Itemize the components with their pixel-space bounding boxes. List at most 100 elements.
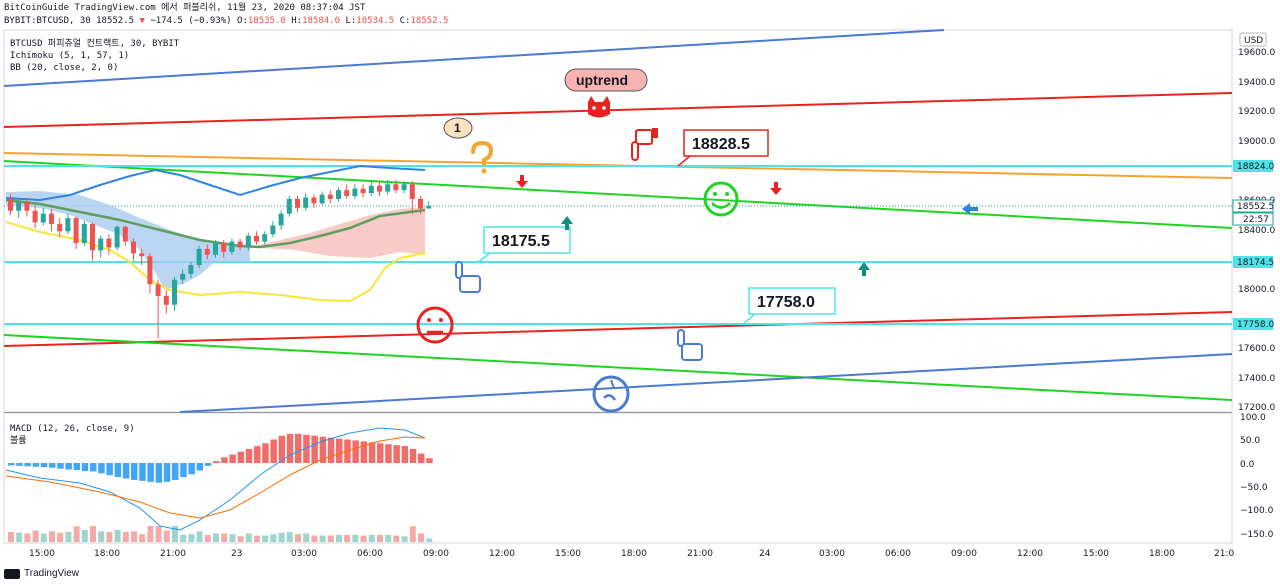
volume-bar xyxy=(418,533,424,542)
chart-legend: BTCUSD 퍼피츄얼 컨트랙트, 30, BYBIT Ichimoku (5,… xyxy=(10,38,179,74)
candle-body xyxy=(319,194,325,204)
low-value: 18534.5 xyxy=(356,16,395,26)
green-line-upper xyxy=(3,160,1233,229)
macd-hist-bar xyxy=(319,436,327,463)
candle-body xyxy=(81,223,87,244)
volume-bar xyxy=(327,535,334,542)
volume-bar xyxy=(131,531,137,542)
candle xyxy=(57,218,63,238)
macd-hist-bar xyxy=(147,463,154,482)
candle-body xyxy=(344,190,350,197)
uptrend-bubble xyxy=(564,68,648,92)
macd-hist-bar xyxy=(368,442,376,463)
candle xyxy=(221,240,227,258)
volume-bar xyxy=(114,529,121,542)
candle xyxy=(114,225,120,251)
macd-hist-bar xyxy=(385,444,392,463)
ohlc-line: BYBIT:BTCUSD, 30 18552.5 ▼ −174.5 (−0.93… xyxy=(4,16,448,27)
macd-tick-100: 100.0 xyxy=(1240,413,1266,423)
candle-body xyxy=(40,213,46,223)
arrow-down-red-icon xyxy=(770,182,782,195)
macd-hist-bar xyxy=(286,433,294,463)
label-18828-pointer xyxy=(677,155,691,167)
label-17758-callout[interactable]: 17758.0 xyxy=(742,287,836,325)
volume-bar xyxy=(65,532,72,542)
candle-body xyxy=(57,223,63,232)
macd-hist-bar xyxy=(401,446,409,463)
macd-tick-m150: −150.0 xyxy=(1240,530,1274,540)
macd-tick-50: 50.0 xyxy=(1240,436,1260,446)
candle-body xyxy=(352,188,358,197)
label-18828-callout[interactable]: 18828.5 xyxy=(677,129,769,167)
macd-axis[interactable]: 100.0 50.0 0.0 −50.0 −100.0 −150.0 xyxy=(1240,413,1274,540)
candle-body xyxy=(172,279,177,305)
volume-bar xyxy=(311,535,318,542)
macd-pane[interactable] xyxy=(3,412,1233,544)
macd-hist-bar xyxy=(409,448,417,463)
candle-body xyxy=(65,218,71,232)
candle xyxy=(336,187,341,202)
label-18175-callout[interactable]: 18175.5 xyxy=(477,226,571,263)
macd-hist-bar xyxy=(114,463,122,478)
candle xyxy=(368,181,374,197)
legend-volume[interactable]: 볼륨 xyxy=(10,436,27,446)
volume-bar xyxy=(245,533,252,542)
macd-hist-bar xyxy=(180,463,187,478)
candle xyxy=(262,231,268,245)
green-line-lower xyxy=(3,334,1233,401)
footer: TradingView xyxy=(4,568,79,579)
candle-body xyxy=(286,198,292,214)
candle xyxy=(295,196,300,213)
red-channel-bottom xyxy=(3,311,1233,347)
legend-ichimoku[interactable]: Ichimoku (5, 1, 57, 1) xyxy=(10,51,130,61)
footer-brand: TradingView xyxy=(24,568,80,579)
candle xyxy=(155,279,161,339)
one-callout[interactable]: 1 xyxy=(443,117,473,139)
candle xyxy=(344,184,350,199)
candle xyxy=(245,232,251,251)
volume-bar xyxy=(409,526,416,542)
candle xyxy=(426,201,432,209)
badge-countdown-text: 22:57 xyxy=(1243,215,1269,225)
candle-body xyxy=(368,185,374,194)
macd-hist-bar xyxy=(40,463,48,468)
volume-bar xyxy=(221,533,228,542)
macd-hist-bar xyxy=(24,463,31,467)
tick-17400: 17400.0 xyxy=(1238,374,1275,384)
volume-bar xyxy=(385,534,392,542)
volume-bar xyxy=(426,538,433,542)
price-axis[interactable]: USD 19600.0 19400.0 19200.0 19000.0 1860… xyxy=(1232,32,1275,413)
legend-macd[interactable]: MACD (12, 26, close, 9) xyxy=(10,424,135,434)
label-18828-text: 18828.5 xyxy=(692,136,750,153)
macd-hist-bar xyxy=(32,463,40,467)
arrow-up-teal-icon xyxy=(858,262,870,276)
badge-countdown xyxy=(1232,212,1274,226)
volume-bar xyxy=(16,532,23,542)
candle xyxy=(229,238,235,255)
uptrend-callout[interactable]: uptrend xyxy=(564,68,648,92)
candle xyxy=(360,184,366,198)
volume-bar xyxy=(40,533,47,542)
uptrend-text: uptrend xyxy=(576,72,628,88)
legend-bb[interactable]: BB (20, close, 2, 0) xyxy=(10,63,119,73)
badge-18824-text: 18824.0 xyxy=(1237,162,1274,172)
candle-body xyxy=(426,205,432,209)
badge-17758-text: 17758.0 xyxy=(1237,320,1274,330)
time-label: 24 xyxy=(759,549,771,559)
macd-hist-bar xyxy=(73,463,81,471)
time-axis[interactable]: 15:00 18:00 21:00 23 03:00 06:00 09:00 1… xyxy=(29,549,1234,559)
volume-bar xyxy=(377,534,383,542)
volume-bar xyxy=(393,535,400,542)
macd-hist-bar xyxy=(311,435,318,463)
macd-tick-0: 0.0 xyxy=(1240,460,1255,470)
candle-body xyxy=(295,198,300,208)
signal-line xyxy=(5,436,426,519)
candle-body xyxy=(106,238,112,248)
time-label: 21:0 xyxy=(1214,549,1234,559)
candle xyxy=(16,198,22,219)
candle xyxy=(188,262,194,279)
time-label: 06:00 xyxy=(885,549,911,559)
candle-body xyxy=(229,241,235,252)
macd-hist-bar xyxy=(229,454,236,463)
